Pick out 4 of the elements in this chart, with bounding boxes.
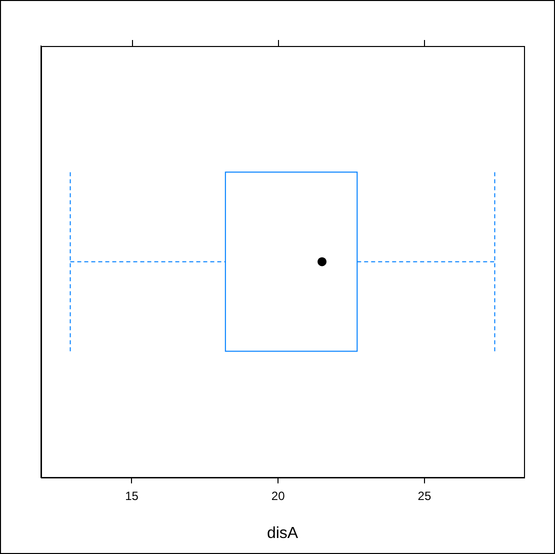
x-tick-label: 20 <box>271 488 286 503</box>
x-tick-label: 25 <box>418 488 432 503</box>
x-tick-label: 15 <box>125 488 139 503</box>
x-axis-title: disA <box>266 524 298 542</box>
